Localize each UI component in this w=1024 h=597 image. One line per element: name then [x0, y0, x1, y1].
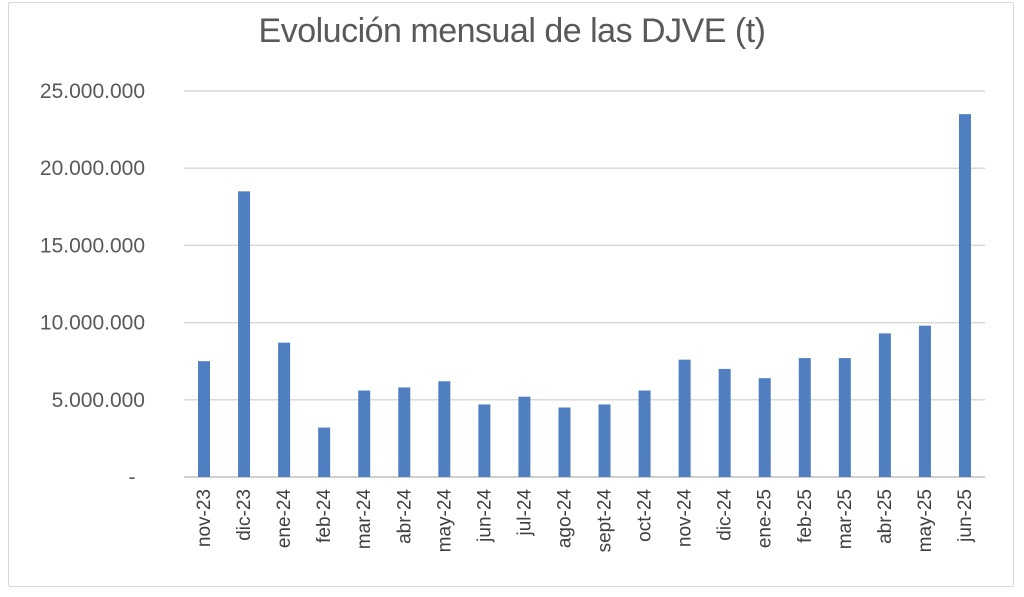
- x-tick-label: mar-24: [354, 489, 375, 550]
- y-tick-label: -: [129, 466, 136, 489]
- bar: [318, 427, 331, 477]
- x-tick-label: jul-24: [514, 489, 535, 537]
- x-tick-label: dic-24: [715, 489, 736, 541]
- bar: [638, 390, 651, 477]
- x-tick-label: dic-23: [234, 489, 255, 541]
- y-tick-label: 20.000.000: [40, 157, 145, 180]
- bar: [918, 325, 931, 477]
- x-tick-label: ago-24: [554, 489, 575, 549]
- bar: [598, 404, 611, 477]
- bar: [518, 396, 531, 477]
- x-tick-label: jun-25: [955, 489, 976, 543]
- y-tick-label: 5.000.000: [52, 389, 145, 412]
- x-tick-label: sept-24: [595, 489, 616, 553]
- chart-title: Evolución mensual de las DJVE (t): [258, 12, 766, 50]
- x-tick-label: abr-24: [394, 489, 415, 544]
- x-tick-label: may-25: [915, 489, 936, 552]
- y-tick-label: 25.000.000: [40, 80, 145, 103]
- bar: [758, 378, 771, 477]
- x-tick-label: feb-24: [314, 489, 335, 543]
- bar: [358, 390, 371, 477]
- x-tick-label: mar-25: [835, 489, 856, 549]
- bar: [278, 342, 291, 477]
- bar: [558, 407, 571, 477]
- bar: [238, 191, 251, 478]
- x-tick-label: ene-25: [755, 489, 776, 548]
- x-tick-label: feb-25: [795, 489, 816, 543]
- x-tick-label: ene-24: [274, 489, 295, 549]
- bar: [438, 381, 451, 477]
- bar: [398, 387, 411, 477]
- bar: [718, 368, 731, 477]
- bar: [878, 333, 891, 477]
- bar: [798, 358, 811, 477]
- y-tick-label: 10.000.000: [40, 312, 145, 335]
- x-tick-label: jun-24: [474, 489, 495, 543]
- x-tick-label: abr-25: [875, 489, 896, 544]
- bar: [478, 404, 491, 477]
- y-tick-label: 15.000.000: [40, 234, 145, 257]
- bar: [958, 114, 971, 477]
- bar: [678, 359, 691, 477]
- x-tick-label: oct-24: [635, 489, 656, 542]
- x-tick-label: may-24: [434, 489, 455, 553]
- bar: [198, 361, 211, 477]
- x-tick-label: nov-23: [194, 489, 215, 547]
- chart-frame: [8, 2, 1014, 587]
- x-tick-label: nov-24: [675, 489, 696, 548]
- bar: [838, 358, 851, 477]
